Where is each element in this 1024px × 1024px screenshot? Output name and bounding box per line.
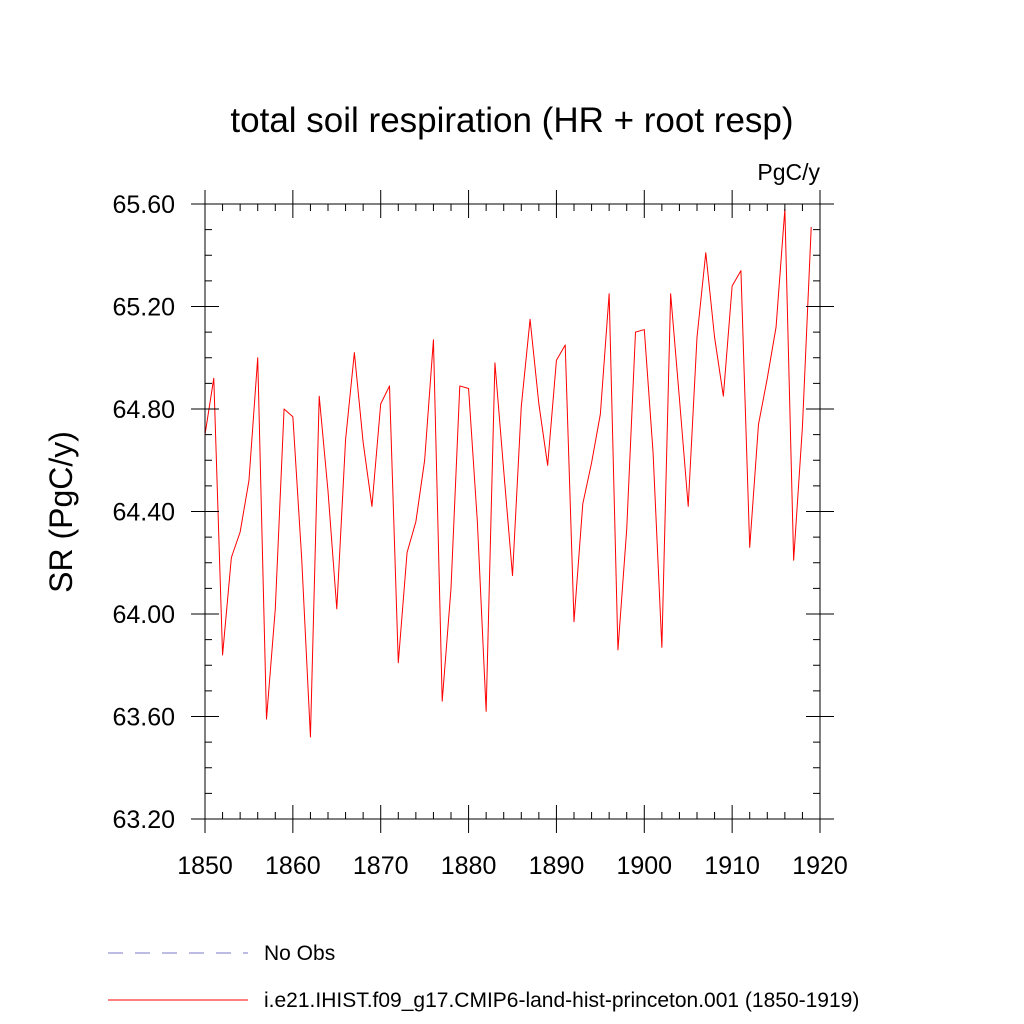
x-tick-label: 1870	[353, 852, 409, 880]
x-tick-label: 1860	[265, 852, 321, 880]
axis-ticks	[191, 190, 834, 833]
axis-tick-labels: 1850 1860 1870 1880 1890 1900 1910 1920 63.20 63.…	[112, 191, 847, 880]
legend-label-no-obs: No Obs	[264, 942, 335, 965]
y-tick-label: 65.20	[112, 294, 175, 322]
legend-label-model: i.e21.IHIST.f09_g17.CMIP6-land-hist-prin…	[264, 989, 859, 1012]
y-tick-label: 63.60	[112, 704, 175, 732]
series-layer	[204, 208, 812, 738]
x-tick-label: 1880	[441, 852, 497, 880]
series-line-0	[204, 208, 812, 738]
plot-frame	[204, 203, 821, 820]
y-tick-label: 64.80	[112, 396, 175, 424]
units-label: PgC/y	[757, 159, 820, 185]
legend: No Obs i.e21.IHIST.f09_g17.CMIP6-land-hi…	[108, 942, 859, 1012]
y-tick-label: 65.60	[112, 191, 175, 219]
x-tick-label: 1920	[792, 852, 848, 880]
y-tick-label: 63.20	[112, 806, 175, 834]
y-axis-label: SR (PgC/y)	[43, 431, 79, 593]
x-tick-label: 1900	[616, 852, 672, 880]
chart-title: total soil respiration (HR + root resp)	[230, 101, 793, 140]
x-tick-label: 1850	[177, 852, 233, 880]
y-tick-label: 64.40	[112, 499, 175, 527]
y-tick-label: 64.00	[112, 601, 175, 629]
x-tick-label: 1910	[704, 852, 760, 880]
x-tick-label: 1890	[529, 852, 585, 880]
